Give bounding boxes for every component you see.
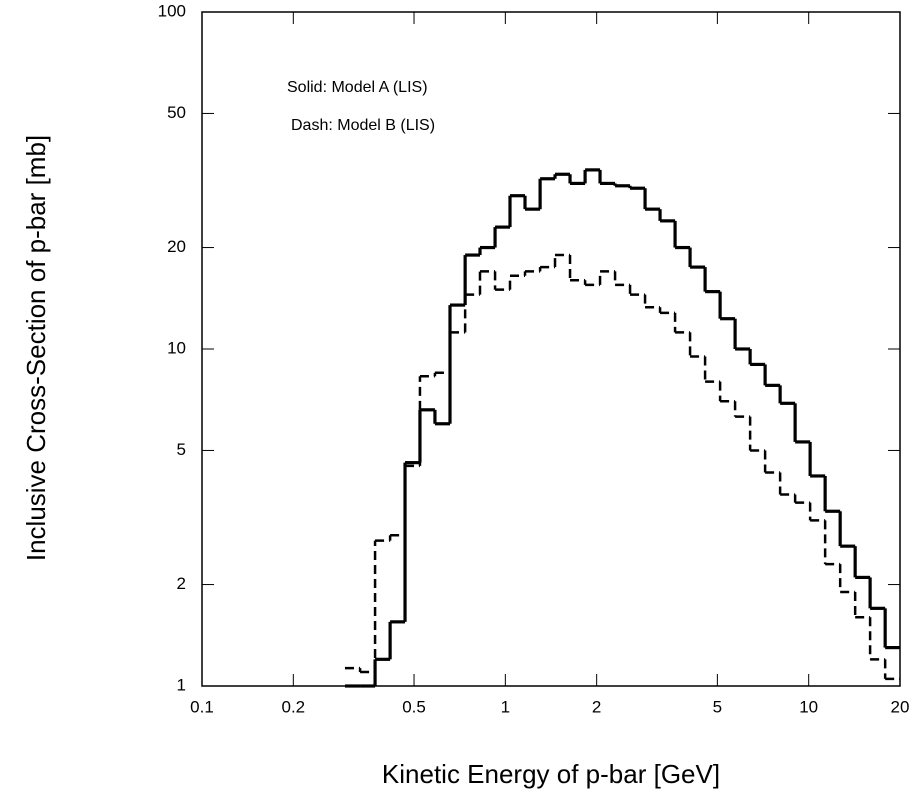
x-tick-label: 1	[501, 697, 510, 716]
y-tick-label: 5	[177, 440, 186, 459]
annotation: Solid: Model A (LIS)	[287, 79, 428, 96]
x-tick-label: 5	[713, 697, 722, 716]
plot-frame	[201, 11, 901, 687]
x-tick-label: 0.5	[402, 697, 426, 716]
x-tick-label: 0.1	[190, 697, 214, 716]
y-tick-label: 1	[177, 675, 186, 694]
y-tick-label: 10	[167, 338, 186, 357]
y-axis-label: Inclusive Cross-Section of p-bar [mb]	[21, 135, 51, 561]
y-tick-label: 20	[167, 237, 186, 256]
annotation: Dash: Model B (LIS)	[291, 117, 435, 134]
y-tick-label: 2	[177, 574, 186, 593]
x-tick-label: 2	[592, 697, 601, 716]
y-tick-label: 100	[158, 1, 186, 20]
x-tick-label: 0.2	[281, 697, 305, 716]
x-axis-label: Kinetic Energy of p-bar [GeV]	[382, 759, 720, 789]
x-tick-label: 10	[799, 697, 818, 716]
x-tick-label: 20	[891, 697, 910, 716]
y-tick-label: 50	[167, 103, 186, 122]
